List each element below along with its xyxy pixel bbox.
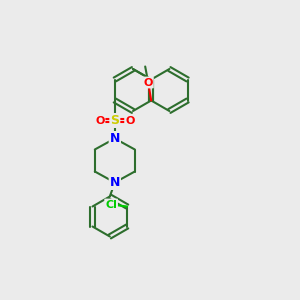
- Text: O: O: [143, 77, 153, 88]
- Text: O: O: [95, 116, 104, 125]
- Text: S: S: [110, 114, 119, 127]
- Text: N: N: [110, 176, 120, 189]
- Text: N: N: [110, 132, 120, 145]
- Text: Cl: Cl: [105, 200, 117, 209]
- Text: O: O: [125, 116, 134, 125]
